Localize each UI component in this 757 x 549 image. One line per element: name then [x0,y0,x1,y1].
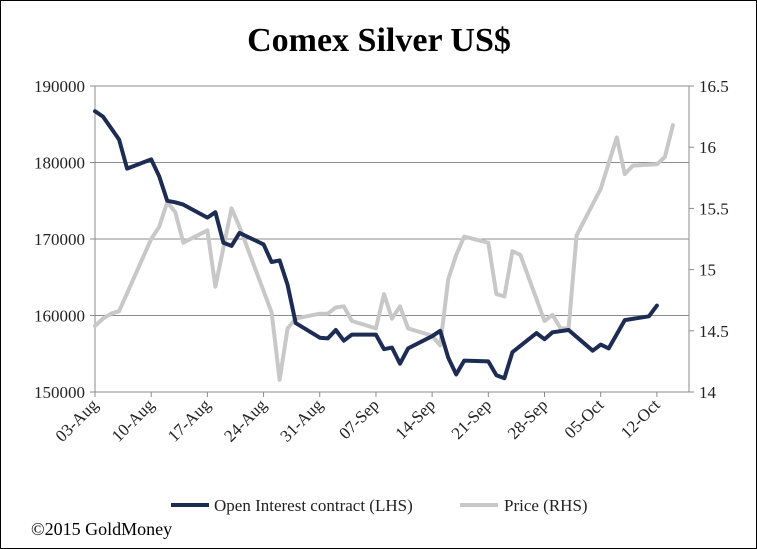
x-tick-label: 28-Sep [504,395,551,442]
x-tick-label: 31-Aug [276,395,327,446]
legend: Open Interest contract (LHS) Price (RHS) [171,496,588,515]
left-tick-label: 170000 [34,230,85,249]
series-line-price [93,123,675,382]
x-tick-label: 12-Oct [617,395,664,442]
legend-label-price: Price (RHS) [504,496,588,515]
right-tick-label: 16.5 [699,77,729,96]
left-tick-label: 160000 [34,307,85,326]
copyright-text: ©2015 GoldMoney [31,519,172,539]
series-line-open-interest [93,109,659,381]
chart-title: Comex Silver US$ [247,22,511,59]
x-tick-label: 17-Aug [164,395,215,446]
x-tick-label: 10-Aug [108,395,159,446]
left-tick-label: 190000 [34,77,85,96]
x-axis-ticks: 03-Aug 10-Aug 17-Aug 24-Aug 31-Aug 07-Sep 14-S… [52,392,664,446]
x-tick-label: 05-Oct [561,395,608,442]
right-tick-label: 15 [699,261,716,280]
right-tick-label: 14.5 [699,322,729,341]
gridlines [95,85,689,316]
x-tick-label: 24-Aug [220,395,271,446]
left-tick-label: 150000 [34,383,85,402]
x-tick-label: 03-Aug [52,395,103,446]
right-tick-label: 14 [699,383,717,402]
x-tick-label: 21-Sep [448,395,495,442]
legend-label-open-interest: Open Interest contract (LHS) [214,496,413,515]
left-tick-label: 180000 [34,154,85,173]
right-tick-label: 16 [699,138,716,157]
x-tick-label: 14-Sep [391,395,438,442]
right-tick-label: 15.5 [699,199,729,218]
left-axis-ticks: 190000 180000 170000 160000 150000 [34,77,95,402]
x-tick-label: 07-Sep [335,395,382,442]
right-axis-ticks: 16.5 16 15.5 15 14.5 14 [689,77,729,402]
series-lines [93,109,675,382]
